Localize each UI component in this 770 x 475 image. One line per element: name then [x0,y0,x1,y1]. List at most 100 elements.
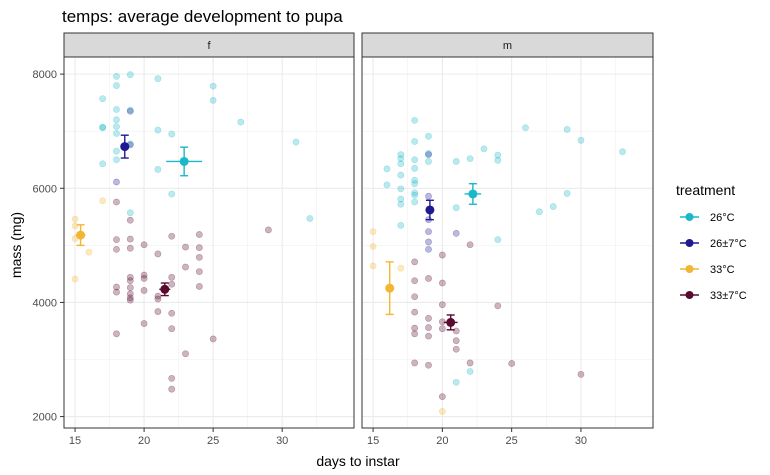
data-point [425,315,432,322]
data-point [113,73,120,80]
data-point [397,171,405,179]
data-point [397,195,405,203]
legend-label: 26°C [710,212,735,224]
data-point [425,245,432,253]
data-point [397,155,405,162]
data-point [126,290,134,298]
data-point [99,124,107,132]
data-point [452,345,460,353]
data-point [237,118,245,126]
data-point [425,132,432,140]
panel-border [361,56,654,429]
panel-border [63,56,355,429]
data-point [425,361,432,369]
data-point [113,116,120,124]
data-point [126,216,134,224]
data-point [113,106,120,113]
legend-label: 26±7°C [710,238,747,250]
data-point [425,192,432,200]
legend-key-point [685,265,694,273]
data-point [411,277,419,285]
data-point [140,275,148,282]
data-point [369,243,377,250]
data-point [140,271,148,279]
data-point [494,151,502,159]
legend: treatment 26°C 26±7°C 33°C 33±7°C [676,182,747,302]
data-point [438,279,446,287]
data-point [466,155,474,162]
mean-point [120,142,130,152]
data-point [71,222,79,230]
data-point [168,232,176,240]
data-point [425,150,432,157]
data-point [619,148,626,156]
data-point [397,151,405,159]
data-point [113,283,120,291]
legend-label: 33°C [710,264,735,276]
legend-key-point [685,291,694,299]
x-tick-label: 30 [575,435,587,447]
data-point [522,124,529,132]
data-point [411,324,419,332]
data-point [154,126,162,134]
data-point [113,130,120,137]
data-point [99,123,107,131]
data-point [126,294,134,302]
legend-title: treatment [676,182,735,198]
mean-point [468,189,478,199]
data-point [452,378,460,386]
data-point [113,236,120,244]
data-point [113,288,120,296]
mean-point [179,156,189,166]
panels: f 15 20 25 30 2000 4000 6000 8000 m 15 20 25 30 [33,32,654,447]
data-point [549,203,557,210]
data-point [126,209,134,217]
data-point [168,374,176,382]
data-point [71,215,79,223]
data-point [154,295,162,303]
data-point [113,198,120,206]
data-point [99,197,107,205]
data-point [411,198,419,206]
data-point [480,145,488,153]
data-point [494,236,502,244]
plot-background [64,57,354,428]
data-point [195,244,203,252]
data-point [195,231,203,238]
data-point [126,235,134,243]
data-point [113,178,120,186]
data-point [126,296,134,304]
x-tick-label: 15 [69,435,81,447]
mean-point [385,283,395,293]
data-point [99,95,107,103]
facet-strip-label: m [503,40,512,52]
data-point [425,332,432,340]
data-point [425,324,432,331]
legend-key-point [685,239,694,247]
data-point [71,275,79,283]
data-point [126,106,134,114]
data-point [411,191,419,199]
mean-point [160,284,170,294]
data-point [425,158,432,165]
data-point [113,330,120,338]
data-point [452,337,460,345]
data-point [126,273,134,281]
data-point [99,160,107,168]
data-point [411,293,419,301]
y-tick-label: 2000 [33,412,57,424]
data-point [466,359,474,367]
data-point [168,385,176,393]
data-point [411,359,419,367]
data-point [452,327,460,335]
panel-f: f 15 20 25 30 2000 4000 6000 8000 [33,32,355,447]
x-axis-label: days to instar [316,453,400,469]
data-point [438,251,446,259]
data-point [369,228,377,236]
data-point [182,263,189,271]
data-point [425,275,432,282]
data-point [292,138,300,146]
data-point [154,308,162,315]
data-point [438,301,446,309]
mean-point [76,230,86,240]
